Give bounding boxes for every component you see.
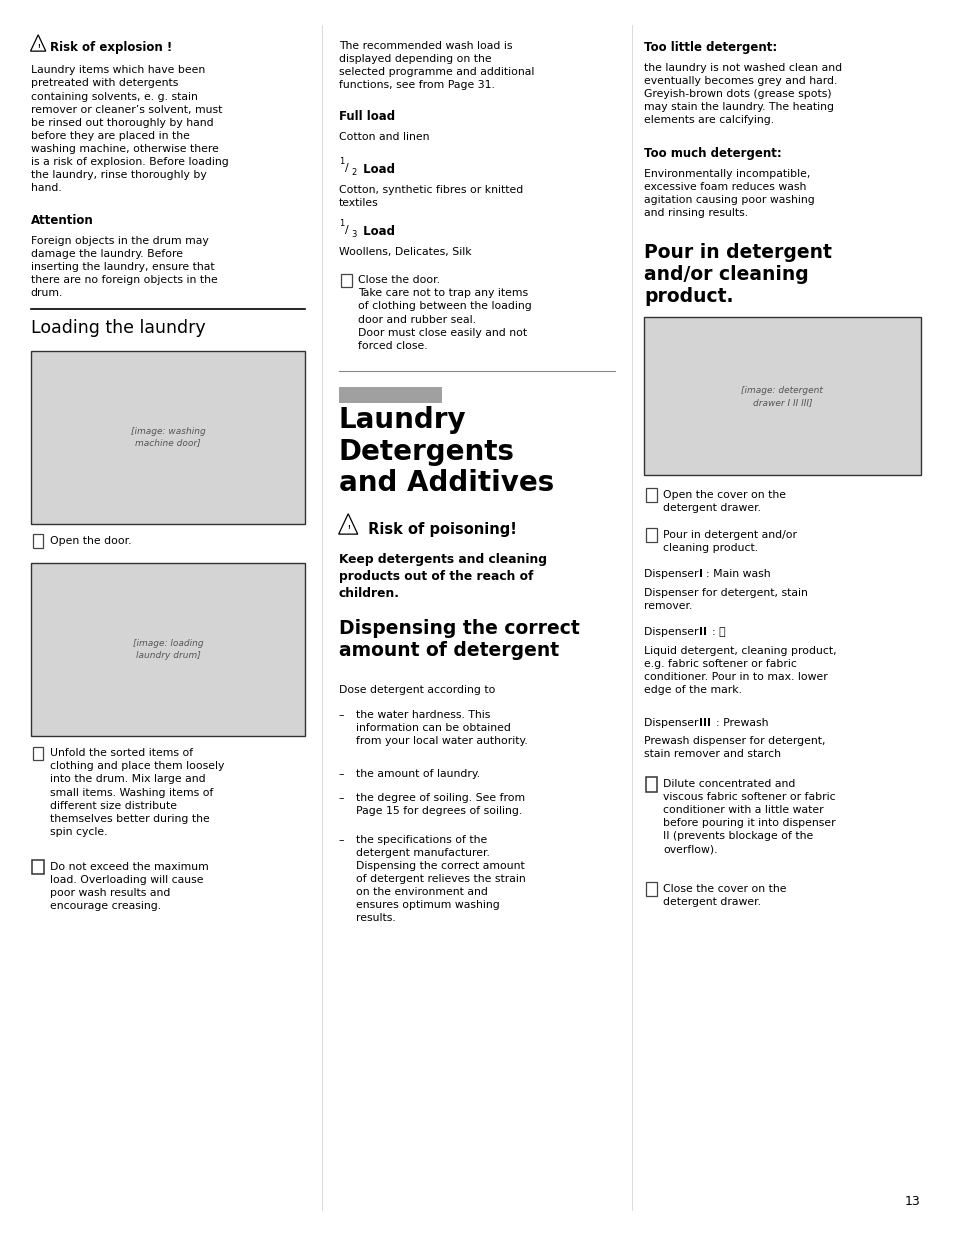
Text: 13: 13 xyxy=(903,1194,920,1208)
Text: Dispenser: Dispenser xyxy=(643,718,701,727)
Text: –: – xyxy=(338,793,344,803)
Text: : Main wash: : Main wash xyxy=(705,569,770,579)
Text: the water hardness. This
information can be obtained
from your local water autho: the water hardness. This information can… xyxy=(355,710,527,746)
Text: !: ! xyxy=(346,525,350,531)
Text: Cotton, synthetic fibres or knitted
textiles: Cotton, synthetic fibres or knitted text… xyxy=(338,185,522,209)
Text: Attention: Attention xyxy=(30,214,93,227)
Text: Do not exceed the maximum
load. Overloading will cause
poor wash results and
enc: Do not exceed the maximum load. Overload… xyxy=(50,862,208,911)
Text: Laundry
Detergents
and Additives: Laundry Detergents and Additives xyxy=(338,406,554,496)
Text: Pour in detergent and/or
cleaning product.: Pour in detergent and/or cleaning produc… xyxy=(662,530,796,553)
Text: Open the cover on the
detergent drawer.: Open the cover on the detergent drawer. xyxy=(662,490,785,514)
Text: Dose detergent according to: Dose detergent according to xyxy=(338,685,495,695)
Text: !: ! xyxy=(36,43,40,48)
Text: 1: 1 xyxy=(338,219,344,227)
Text: Unfold the sorted items of
clothing and place them loosely
into the drum. Mix la: Unfold the sorted items of clothing and … xyxy=(50,748,224,836)
Text: : Prewash: : Prewash xyxy=(716,718,768,727)
Text: Dispensing the correct
amount of detergent: Dispensing the correct amount of deterge… xyxy=(338,619,578,659)
Text: [image: loading
laundry drum]: [image: loading laundry drum] xyxy=(132,640,203,659)
Bar xyxy=(30,351,305,524)
Text: /: / xyxy=(345,225,349,235)
Text: Dispenser: Dispenser xyxy=(643,627,701,637)
Bar xyxy=(643,317,920,475)
Text: Risk of explosion !: Risk of explosion ! xyxy=(50,41,172,54)
Text: Woollens, Delicates, Silk: Woollens, Delicates, Silk xyxy=(338,247,471,257)
Bar xyxy=(645,777,657,792)
Text: Laundry items which have been
pretreated with detergents
containing solvents, e.: Laundry items which have been pretreated… xyxy=(30,65,228,193)
Text: Close the cover on the
detergent drawer.: Close the cover on the detergent drawer. xyxy=(662,884,785,908)
Text: –: – xyxy=(338,835,344,845)
Text: Prewash dispenser for detergent,
stain remover and starch: Prewash dispenser for detergent, stain r… xyxy=(643,736,824,760)
Text: Dispenser for detergent, stain
remover.: Dispenser for detergent, stain remover. xyxy=(643,588,807,611)
Text: the laundry is not washed clean and
eventually becomes grey and hard.
Greyish-br: the laundry is not washed clean and even… xyxy=(643,63,841,125)
Text: The recommended wash load is
displayed depending on the
selected programme and a: The recommended wash load is displayed d… xyxy=(338,41,534,90)
Text: 3: 3 xyxy=(351,230,356,238)
Bar xyxy=(30,563,305,736)
Text: Too much detergent:: Too much detergent: xyxy=(643,147,781,161)
Text: Load: Load xyxy=(358,163,395,177)
Text: Foreign objects in the drum may
damage the laundry. Before
inserting the laundry: Foreign objects in the drum may damage t… xyxy=(30,236,217,298)
Text: Keep detergents and cleaning
products out of the reach of
children.: Keep detergents and cleaning products ou… xyxy=(338,553,546,600)
Text: –: – xyxy=(338,768,344,778)
Text: II: II xyxy=(699,627,706,637)
Text: 1: 1 xyxy=(338,157,344,165)
Text: Liquid detergent, cleaning product,
e.g. fabric softener or fabric
conditioner. : Liquid detergent, cleaning product, e.g.… xyxy=(643,646,836,695)
Text: Cotton and linen: Cotton and linen xyxy=(338,132,429,142)
Text: Too little detergent:: Too little detergent: xyxy=(643,41,777,54)
Text: I: I xyxy=(699,569,702,579)
Text: Pour in detergent
and/or cleaning
product.: Pour in detergent and/or cleaning produc… xyxy=(643,243,831,306)
Bar xyxy=(646,883,657,897)
Text: Environmentally incompatible,
excessive foam reduces wash
agitation causing poor: Environmentally incompatible, excessive … xyxy=(643,169,814,219)
Text: Open the door.: Open the door. xyxy=(50,536,131,546)
Bar xyxy=(32,746,43,761)
Text: [image: washing
machine door]: [image: washing machine door] xyxy=(131,427,205,447)
Text: [image: detergent
drawer I II III]: [image: detergent drawer I II III] xyxy=(740,387,822,406)
Text: Loading the laundry: Loading the laundry xyxy=(30,319,205,337)
Bar xyxy=(341,274,351,288)
Text: III: III xyxy=(699,718,711,727)
Text: Dispenser: Dispenser xyxy=(643,569,701,579)
Bar xyxy=(646,529,657,542)
Text: /: / xyxy=(345,163,349,173)
Bar xyxy=(646,489,657,503)
Text: 2: 2 xyxy=(351,168,356,177)
Bar xyxy=(32,534,43,548)
Text: Load: Load xyxy=(358,225,395,238)
Text: Full load: Full load xyxy=(338,110,395,124)
Text: the specifications of the
detergent manufacturer.
Dispensing the correct amount
: the specifications of the detergent manu… xyxy=(355,835,525,923)
Bar xyxy=(32,860,44,874)
Text: Dilute concentrated and
viscous fabric softener or fabric
conditioner with a lit: Dilute concentrated and viscous fabric s… xyxy=(662,779,835,855)
Text: : ⎈: : ⎈ xyxy=(711,627,724,637)
Text: Close the door.
Take care not to trap any items
of clothing between the loading
: Close the door. Take care not to trap an… xyxy=(357,275,531,351)
Text: –: – xyxy=(338,710,344,720)
Bar xyxy=(338,387,441,403)
Text: the degree of soiling. See from
Page 15 for degrees of soiling.: the degree of soiling. See from Page 15 … xyxy=(355,793,524,816)
Text: Risk of poisoning!: Risk of poisoning! xyxy=(362,522,516,537)
Text: the amount of laundry.: the amount of laundry. xyxy=(355,768,479,778)
